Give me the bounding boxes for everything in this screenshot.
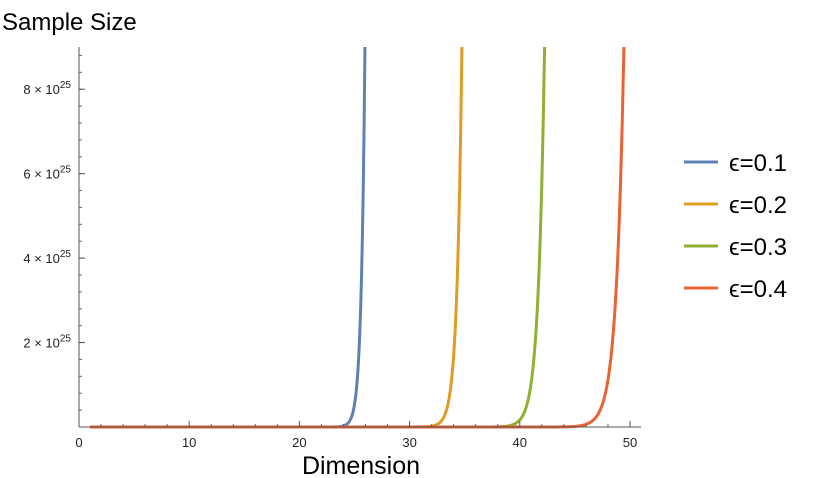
series-line-1: [89, 46, 367, 429]
plot-series: [89, 46, 626, 429]
y-axis: 2 × 1025 4 × 1025 6 × 1025 8 × 1025: [23, 47, 85, 427]
y-tick-label: 4 × 1025: [23, 249, 71, 266]
x-tick-label: 30: [402, 435, 416, 450]
legend: ϵ=0.1 ϵ=0.2 ϵ=0.3 ϵ=0.4: [684, 150, 787, 303]
x-axis-label: Dimension: [302, 452, 420, 478]
x-tick-label: 20: [292, 435, 306, 450]
legend-label-4: ϵ=0.4: [729, 276, 787, 303]
series-line-3: [89, 46, 547, 429]
y-tick-label: 8 × 1025: [23, 80, 71, 97]
x-axis: 0 10 20 30 40 50: [75, 421, 641, 450]
series-line-2: [89, 46, 464, 429]
x-tick-label: 10: [182, 435, 196, 450]
y-tick-label: 2 × 1025: [23, 334, 71, 351]
legend-label-1: ϵ=0.1: [729, 150, 787, 177]
legend-label-3: ϵ=0.3: [729, 234, 787, 261]
y-tick-label: 6 × 1025: [23, 165, 71, 182]
x-tick-label: 40: [513, 435, 527, 450]
x-tick-label: 50: [623, 435, 637, 450]
chart-title: Sample Size: [2, 9, 137, 36]
x-tick-label: 0: [75, 435, 82, 450]
legend-label-2: ϵ=0.2: [729, 192, 787, 219]
